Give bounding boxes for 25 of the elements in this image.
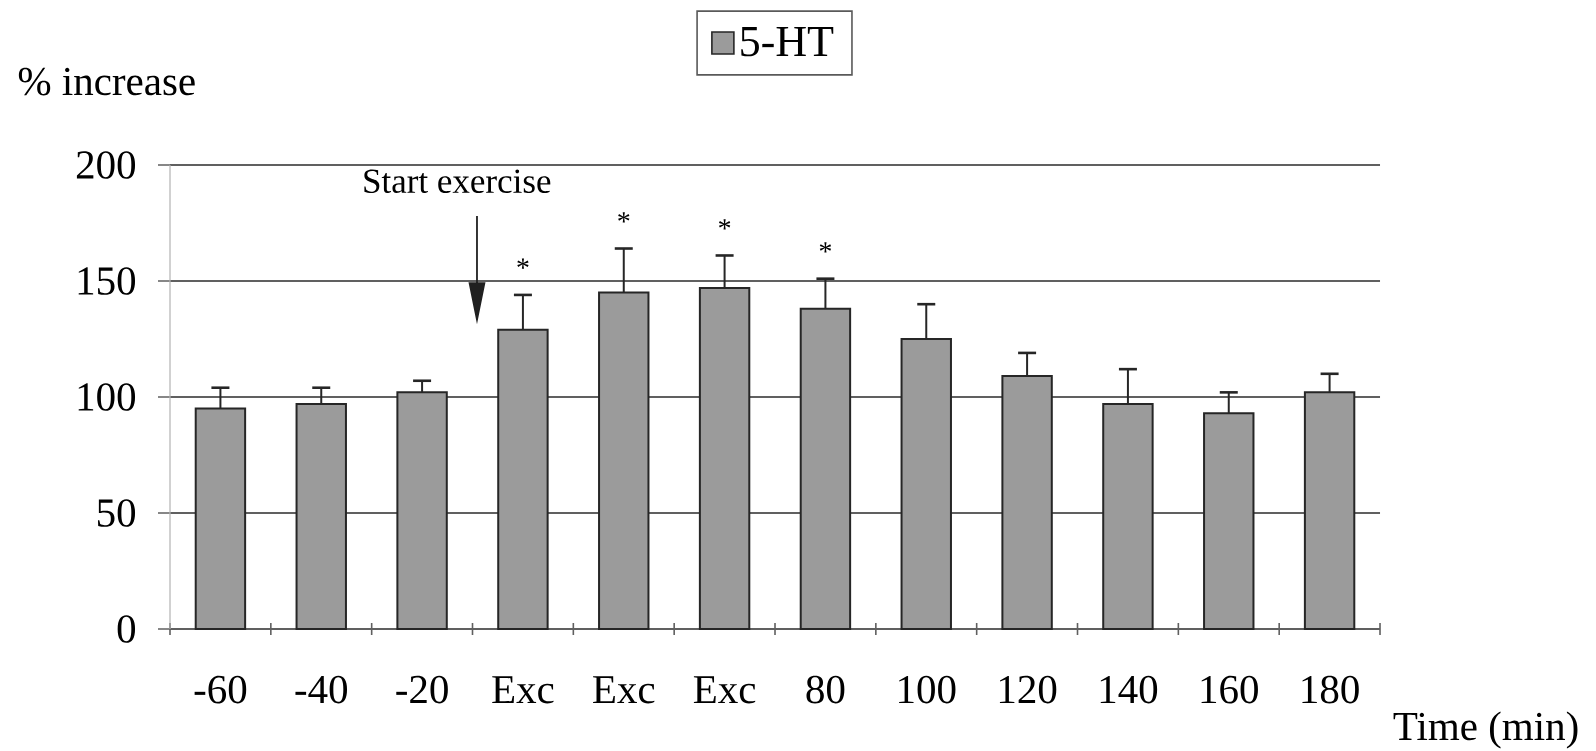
x-tick-label: Exc (492, 676, 554, 704)
x-tick-label: -40 (295, 675, 348, 704)
y-tick-label: 0 (117, 615, 136, 643)
y-tick-label: 50 (97, 499, 136, 527)
data-label: * (517, 258, 529, 269)
legend-label: 5-HT (741, 27, 834, 57)
x-tick-label: -20 (396, 675, 448, 704)
data-label: * (819, 242, 832, 253)
data-label: * (718, 219, 731, 230)
x-tick-label: Exc (593, 676, 655, 704)
data-label: * (618, 212, 630, 223)
x-tick-label: 80 (806, 675, 845, 704)
x-tick-label: 140 (1100, 675, 1158, 704)
x-tick-label: 160 (1201, 675, 1258, 704)
x-tick-label: Exc (693, 676, 756, 704)
x-tick-label: 100 (899, 675, 956, 704)
y-axis-title: % increase (18, 67, 195, 96)
y-tick-label: 150 (78, 267, 136, 295)
y-tick-label: 200 (76, 151, 136, 179)
x-tick-label: 180 (1302, 675, 1359, 704)
y-tick-label: 100 (78, 383, 136, 411)
annotation: Start exercise (364, 169, 551, 193)
x-tick-label: 120 (999, 675, 1057, 704)
x-tick-label: -60 (194, 675, 247, 704)
x-axis-title: Time (min) (1393, 711, 1578, 749)
